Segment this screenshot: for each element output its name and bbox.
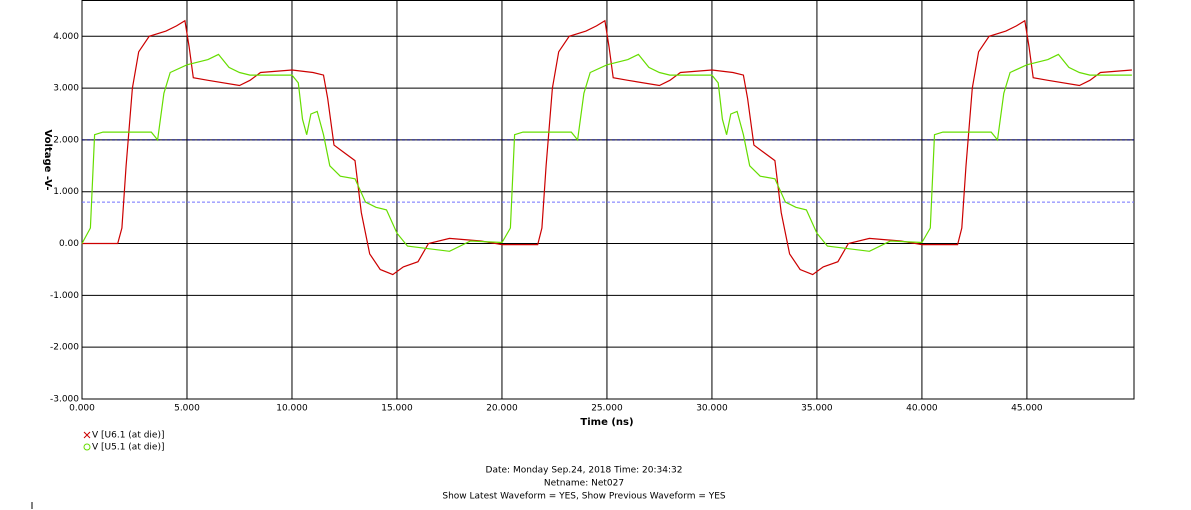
x-tick-label: 5.000 (174, 404, 200, 414)
x-tick-label: 0.000 (69, 404, 95, 414)
y-tick-label: 2.000 (53, 135, 79, 145)
x-axis-title: Time (ns) (580, 417, 633, 428)
x-tick-label: 35.000 (801, 404, 833, 414)
legend-marker (83, 443, 91, 451)
y-tick-label: -1.000 (50, 291, 79, 301)
x-tick-label: 15.000 (381, 404, 413, 414)
y-tick-label: 3.000 (53, 84, 79, 94)
footer-text: Show Latest Waveform = YES, Show Previou… (442, 492, 726, 502)
x-tick-label: 10.000 (276, 404, 308, 414)
x-tick-label: 20.000 (486, 404, 518, 414)
y-tick-label: 0.00 (59, 239, 79, 249)
footer-text: Netname: Net027 (544, 479, 624, 489)
x-tick-label: 25.000 (591, 404, 623, 414)
x-tick-label: 40.000 (906, 404, 938, 414)
x-tick-label: 45.000 (1011, 404, 1043, 414)
y-tick-label: -2.000 (50, 343, 79, 353)
y-tick-label: 4.000 (53, 32, 79, 42)
footer-text: Date: Monday Sep.24, 2018 Time: 20:34:32 (486, 466, 683, 476)
plot-frame (81, 0, 1135, 400)
y-tick-label: 1.000 (53, 187, 79, 197)
x-tick-label: 30.000 (696, 404, 728, 414)
series-line (82, 19, 1132, 276)
legend-label: V [U5.1 (at die)] (92, 443, 164, 453)
y-tick-label: -3.000 (50, 395, 79, 405)
legend-label: V [U6.1 (at die)] (92, 431, 164, 441)
y-axis-title: Voltage -V- (42, 129, 53, 190)
series-line (81, 53, 1132, 252)
legend-marker (83, 431, 91, 439)
